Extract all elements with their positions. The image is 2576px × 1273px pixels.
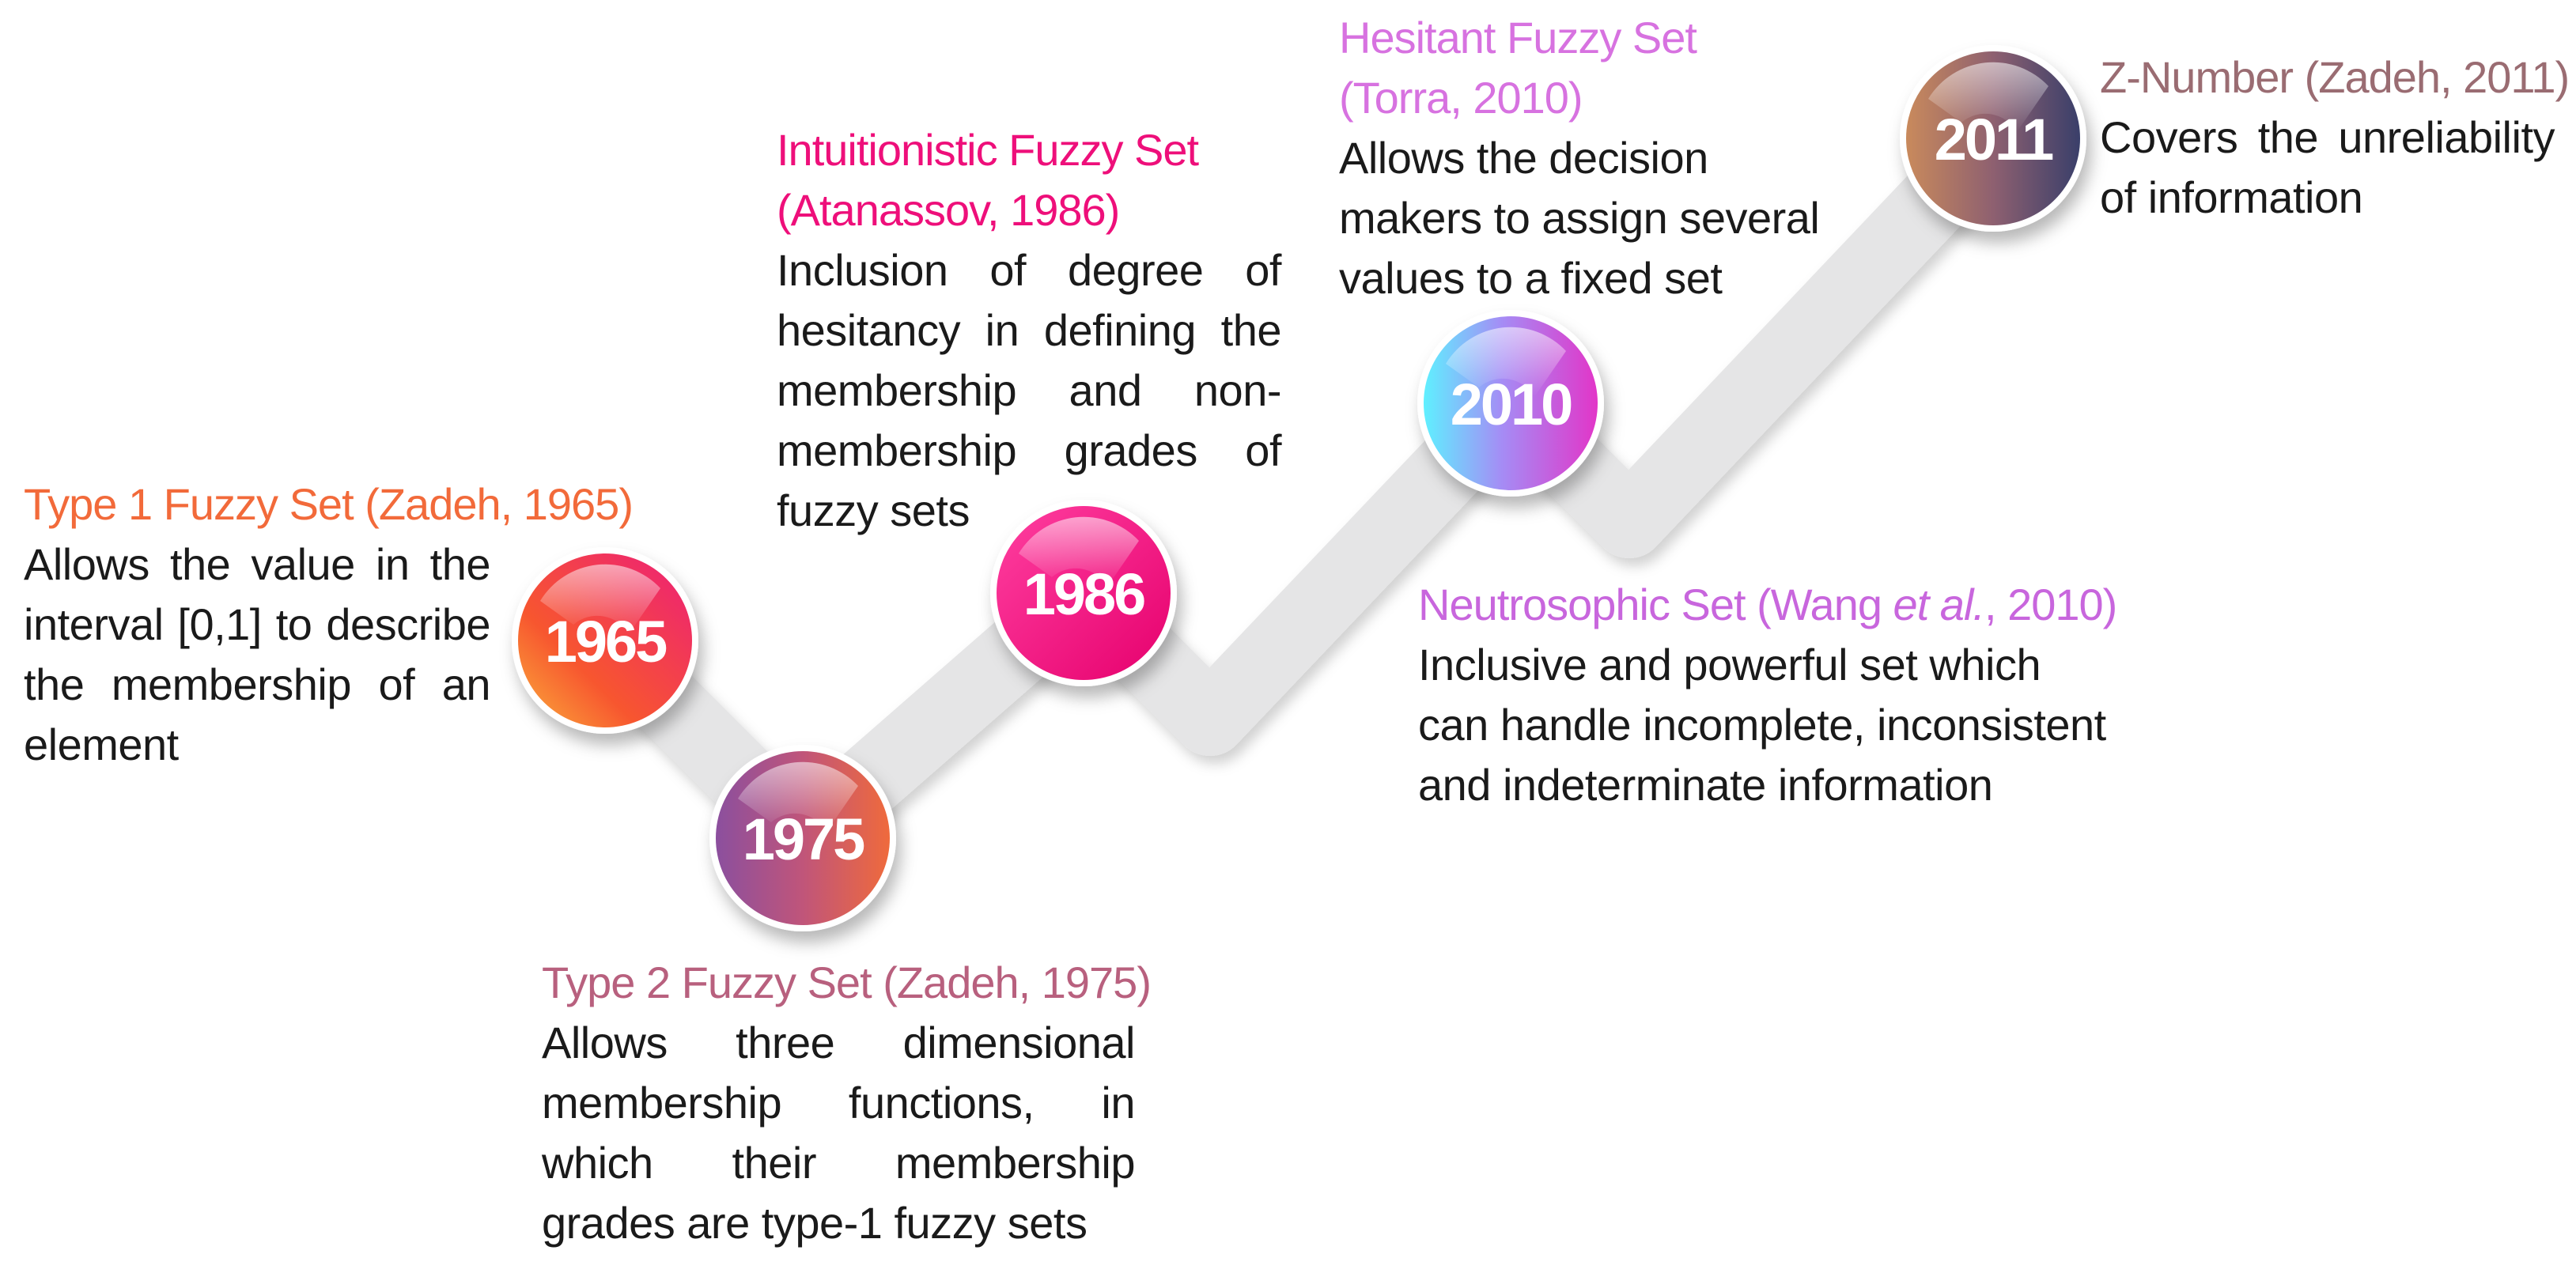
neutrosophic-title-end: , 2010) xyxy=(1984,580,2117,629)
event-2010-hesitant-description: Allows the decision makers to assign sev… xyxy=(1339,133,1820,303)
year-node-2011: 2011 xyxy=(1900,45,2086,232)
year-label-1986: 1986 xyxy=(1023,561,1144,627)
event-1986-title: Intuitionistic Fuzzy Set (Atanassov, 198… xyxy=(777,125,1199,235)
event-2011: Z-Number (Zadeh, 2011) Covers the unreli… xyxy=(2100,47,2570,228)
year-node-1986: 1986 xyxy=(990,500,1177,686)
year-label-2011: 2011 xyxy=(1935,107,2053,172)
event-2011-title: Z-Number (Zadeh, 2011) xyxy=(2100,52,2570,102)
year-label-1965: 1965 xyxy=(545,609,667,674)
event-2010-neutrosophic: Neutrosophic Set (Wang et al., 2010) Inc… xyxy=(1418,575,2130,815)
event-2010-neutrosophic-title: Neutrosophic Set (Wang et al., 2010) xyxy=(1418,575,2130,635)
event-1975-title: Type 2 Fuzzy Set (Zadeh, 1975) xyxy=(542,958,1152,1007)
year-label-1975: 1975 xyxy=(743,806,864,872)
year-node-2010: 2010 xyxy=(1417,310,1604,497)
event-1975: Type 2 Fuzzy Set (Zadeh, 1975) Allows th… xyxy=(542,953,1152,1253)
event-1965-description: Allows the value in the interval [0,1] t… xyxy=(24,539,491,769)
year-label-2010: 2010 xyxy=(1451,372,1572,437)
event-2011-description: Covers the unreliability of information xyxy=(2100,112,2555,222)
event-2010-hesitant: Hesitant Fuzzy Set (Torra, 2010) Allows … xyxy=(1339,8,1853,308)
event-2010-hesitant-title: Hesitant Fuzzy Set (Torra, 2010) xyxy=(1339,13,1697,123)
event-1986-description: Inclusion of degree of hesitancy in defi… xyxy=(777,245,1282,535)
event-1965: Type 1 Fuzzy Set (Zadeh, 1965) Allows th… xyxy=(24,474,634,775)
year-node-1975: 1975 xyxy=(709,745,896,931)
year-node-1965: 1965 xyxy=(512,547,698,734)
event-1965-title: Type 1 Fuzzy Set (Zadeh, 1965) xyxy=(24,479,634,529)
neutrosophic-title-start: Neutrosophic Set (Wang xyxy=(1418,580,1893,629)
event-2010-neutrosophic-description: Inclusive and powerful set which can han… xyxy=(1418,640,2106,810)
event-1986: Intuitionistic Fuzzy Set (Atanassov, 198… xyxy=(777,120,1282,541)
neutrosophic-title-etal: et al. xyxy=(1893,580,1985,629)
event-1975-description: Allows three dimensional membership func… xyxy=(542,1018,1136,1248)
